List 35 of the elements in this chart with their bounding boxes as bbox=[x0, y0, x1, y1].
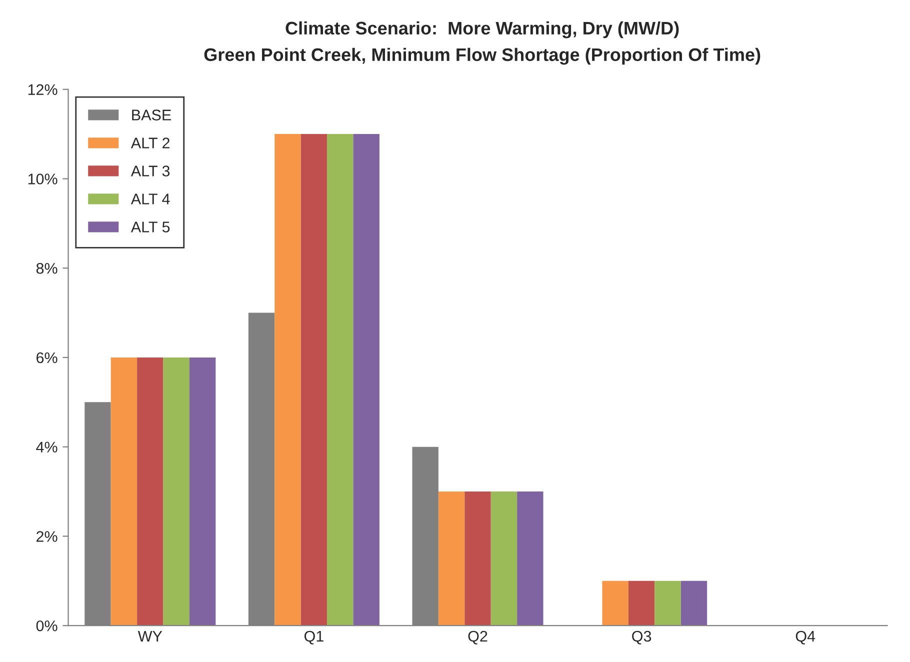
legend-label: BASE bbox=[132, 110, 171, 120]
y-tick-label: 0% bbox=[36, 620, 58, 632]
y-tick-label: 10% bbox=[28, 174, 58, 184]
bar bbox=[353, 134, 380, 626]
bar bbox=[189, 357, 216, 626]
bar bbox=[327, 134, 354, 626]
bar bbox=[137, 357, 164, 626]
bar bbox=[654, 580, 681, 626]
bar bbox=[274, 134, 301, 626]
bar bbox=[110, 357, 138, 626]
bar bbox=[464, 492, 491, 626]
chart-subtitle: Green Point Creek, Minimum Flow Shortage (Proportion Of Time) bbox=[204, 48, 760, 65]
bar bbox=[680, 580, 708, 626]
x-tick-label: Q2 bbox=[468, 630, 488, 644]
bar bbox=[602, 580, 628, 626]
bar bbox=[438, 492, 465, 626]
legend-label: ALT 2 bbox=[130, 138, 170, 148]
x-tick-label: Q1 bbox=[304, 630, 324, 644]
y-tick-label: 8% bbox=[36, 262, 58, 274]
bar bbox=[517, 492, 544, 626]
legend-label: ALT 3 bbox=[130, 166, 170, 176]
bar bbox=[490, 492, 518, 626]
chart-title: Climate Scenario: More Warming, Dry (MW/D) bbox=[286, 21, 679, 38]
x-tick-label: Q3 bbox=[632, 630, 652, 644]
x-tick-label: Q4 bbox=[796, 630, 816, 644]
y-tick-label: 4% bbox=[36, 442, 58, 452]
bar bbox=[628, 580, 655, 626]
bar bbox=[163, 357, 190, 626]
x-tick-label: WY bbox=[138, 631, 162, 642]
y-tick-label: 6% bbox=[36, 352, 58, 364]
legend-label: ALT 5 bbox=[130, 222, 170, 232]
legend-label: ALT 4 bbox=[130, 194, 170, 204]
bar bbox=[300, 134, 328, 626]
y-tick-label: 2% bbox=[36, 531, 58, 542]
y-tick-label: 12% bbox=[28, 84, 58, 95]
